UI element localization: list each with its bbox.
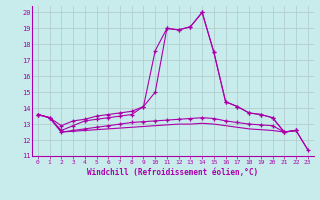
X-axis label: Windchill (Refroidissement éolien,°C): Windchill (Refroidissement éolien,°C) [87,168,258,177]
